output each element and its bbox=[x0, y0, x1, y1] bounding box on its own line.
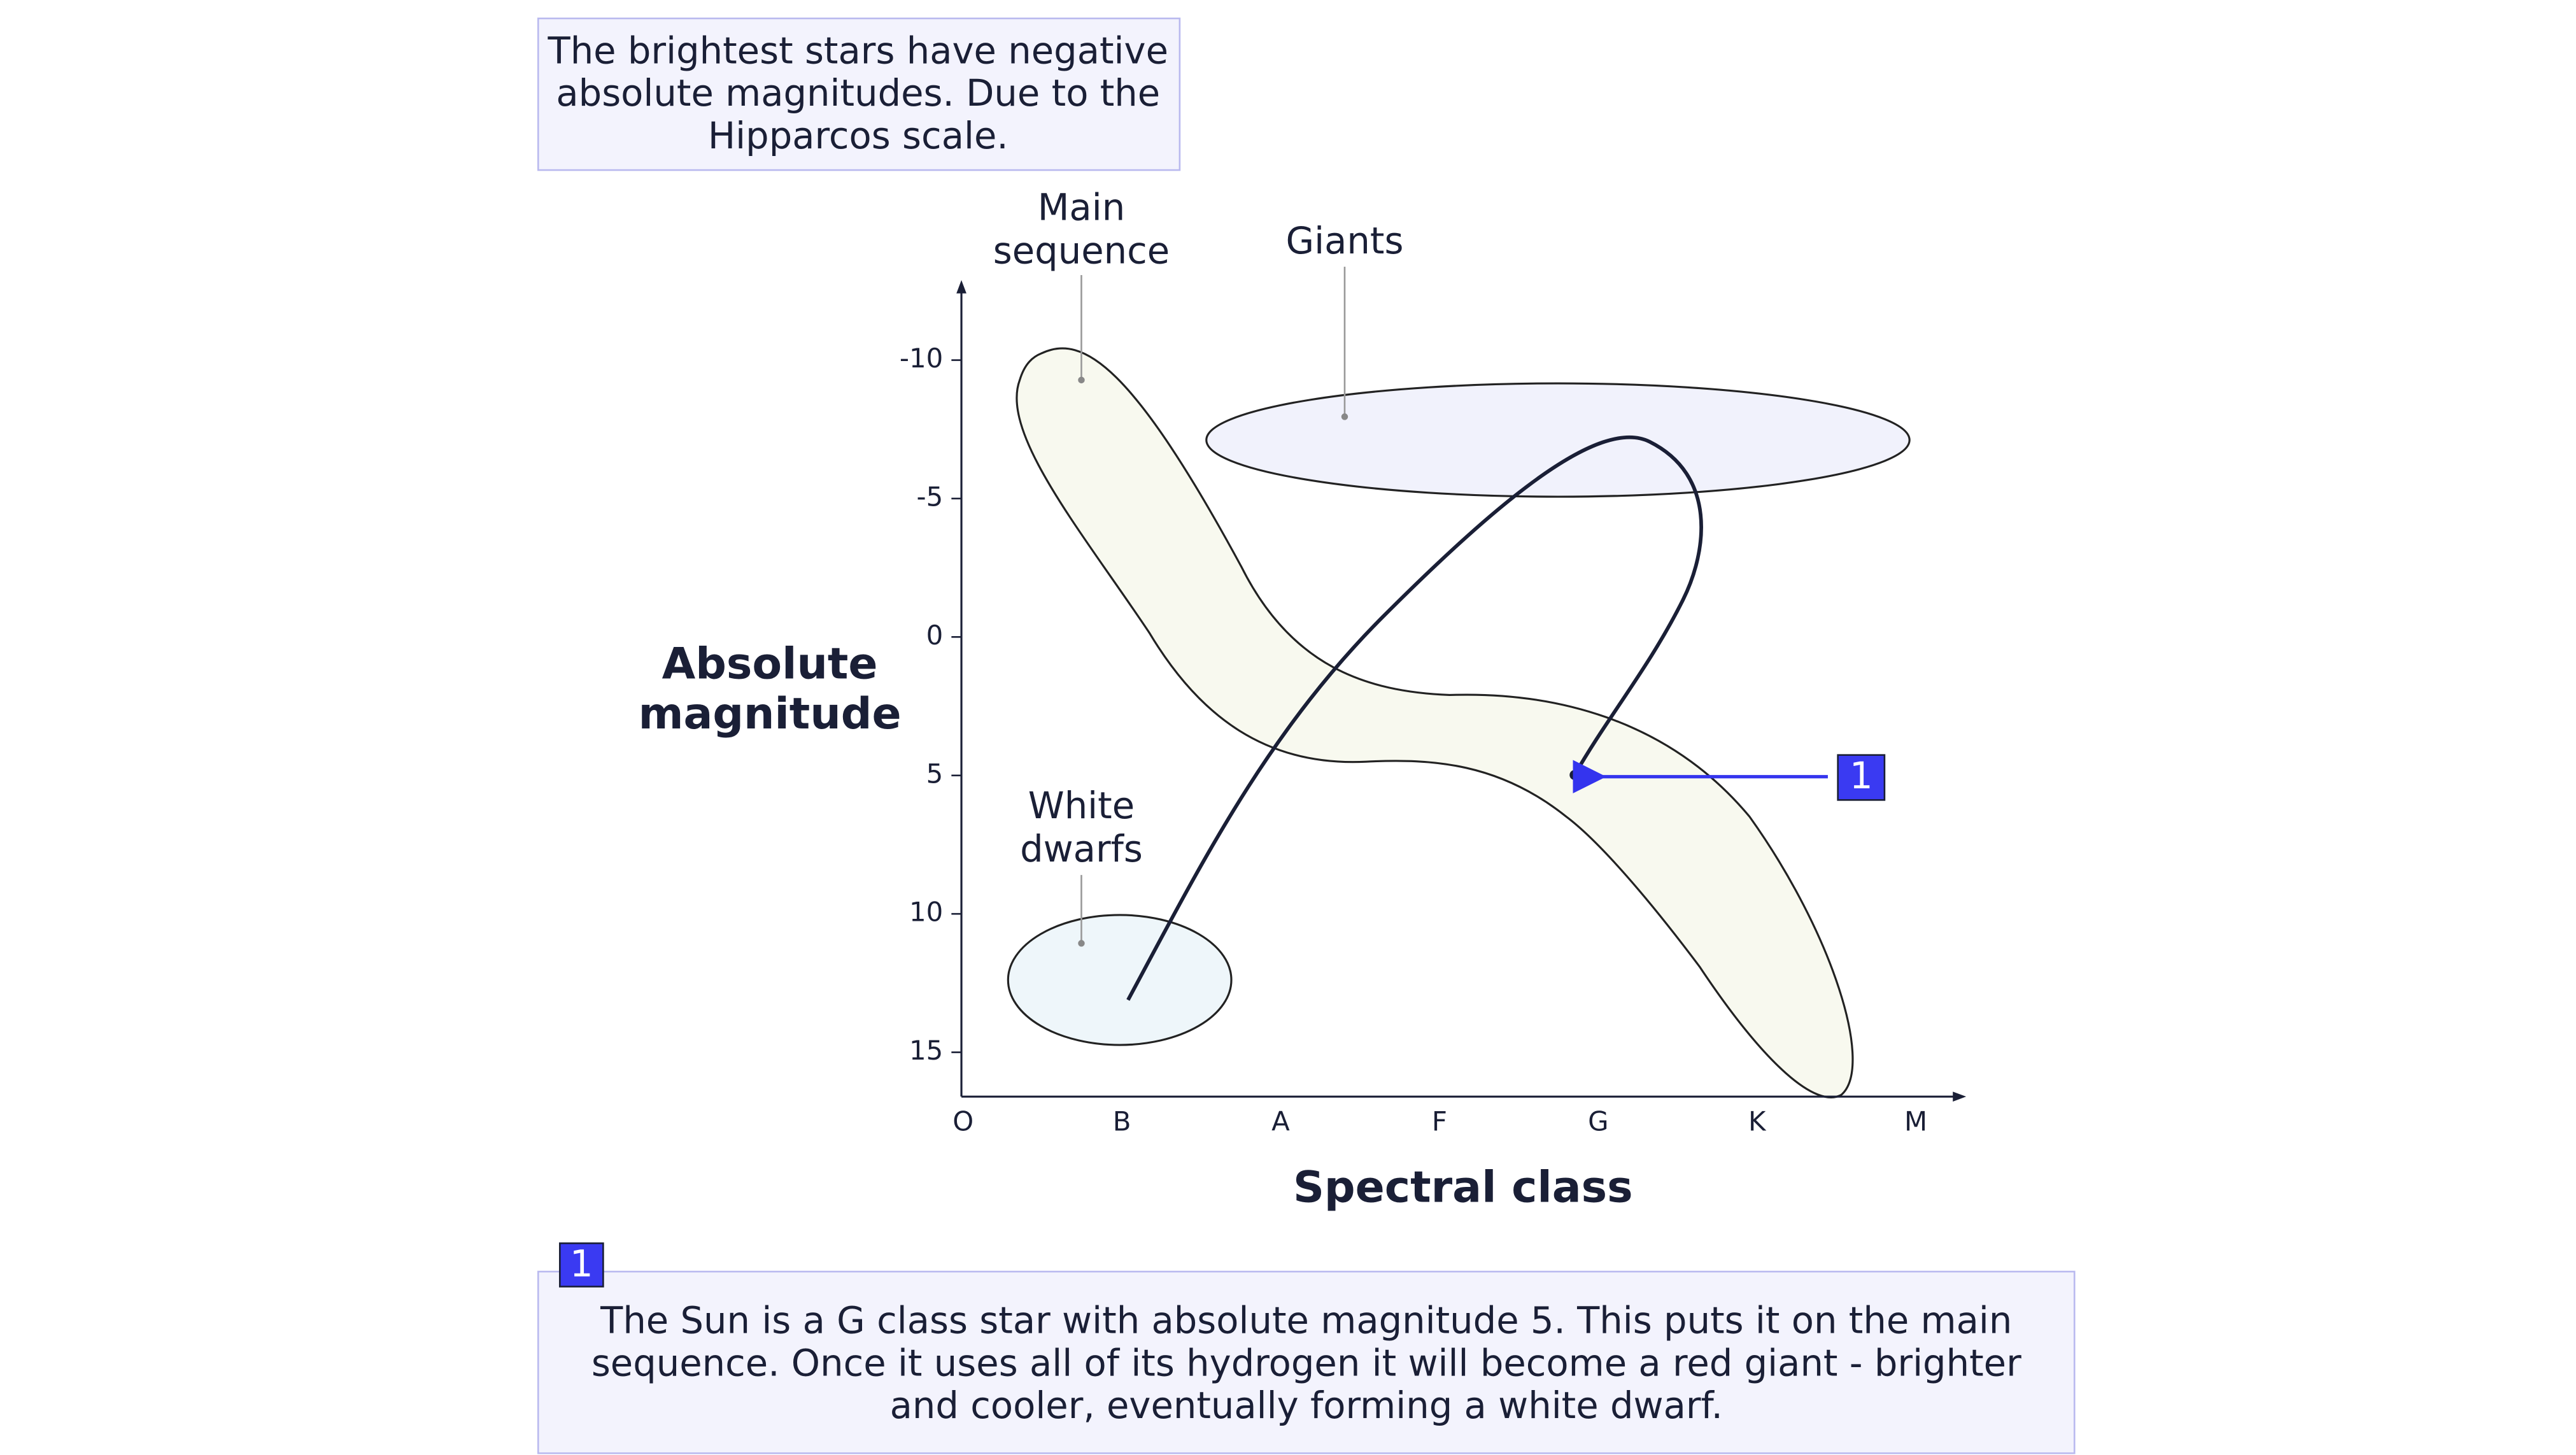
callout-text: and cooler, eventually forming a white d… bbox=[890, 1384, 1723, 1427]
callout-box bbox=[537, 1270, 2076, 1454]
y-axis-title: magnitude bbox=[639, 689, 902, 739]
pointer-dot bbox=[1078, 376, 1085, 384]
note-box bbox=[537, 17, 1181, 171]
y-axis-arrow bbox=[956, 280, 966, 294]
callout-marker-box bbox=[559, 1242, 604, 1288]
note-text: Hipparcos scale. bbox=[708, 115, 1008, 157]
callout-text: The Sun is a G class star with absolute … bbox=[600, 1300, 2012, 1342]
y-tick-label: 5 bbox=[926, 758, 944, 789]
sun-point bbox=[1569, 770, 1580, 780]
y-tick-label: -10 bbox=[900, 343, 943, 374]
x-tick-label: A bbox=[1271, 1106, 1290, 1137]
x-tick-label: G bbox=[1588, 1106, 1608, 1137]
y-tick-label: 15 bbox=[909, 1035, 943, 1066]
callout-marker-box bbox=[1837, 754, 1886, 801]
y-tick-label: -5 bbox=[917, 481, 944, 512]
x-tick-label: F bbox=[1432, 1106, 1447, 1137]
note-text: The brightest stars have negative bbox=[548, 30, 1168, 73]
note-text: absolute magnitudes. Due to the bbox=[556, 72, 1160, 115]
x-tick-label: K bbox=[1748, 1106, 1767, 1137]
region-label: dwarfs bbox=[1020, 828, 1143, 870]
x-tick-label: B bbox=[1113, 1106, 1131, 1137]
x-tick-label: M bbox=[1904, 1106, 1927, 1137]
region-label: Giants bbox=[1286, 220, 1404, 262]
x-axis-arrow bbox=[1953, 1091, 1967, 1102]
x-tick-label: O bbox=[952, 1106, 973, 1137]
callout-marker: 1 bbox=[570, 1243, 593, 1286]
region-label: sequence bbox=[993, 230, 1170, 273]
white-dwarfs-region bbox=[1007, 914, 1233, 1046]
x-axis-title: Spectral class bbox=[1293, 1162, 1633, 1212]
y-tick-label: 10 bbox=[909, 897, 943, 928]
main-sequence-region bbox=[1016, 347, 1854, 1098]
pointer-dot bbox=[1078, 940, 1085, 947]
y-axis-title: Absolute bbox=[662, 639, 878, 690]
y-tick-label: 0 bbox=[926, 620, 944, 651]
callout-marker: 1 bbox=[1850, 755, 1873, 797]
callout-text: sequence. Once it uses all of its hydrog… bbox=[591, 1342, 2021, 1384]
evolution-path bbox=[1126, 435, 1703, 1001]
region-label: Main bbox=[1038, 187, 1125, 229]
region-label: White bbox=[1028, 784, 1135, 827]
giants-region bbox=[1205, 382, 1911, 498]
pointer-dot bbox=[1341, 413, 1348, 420]
